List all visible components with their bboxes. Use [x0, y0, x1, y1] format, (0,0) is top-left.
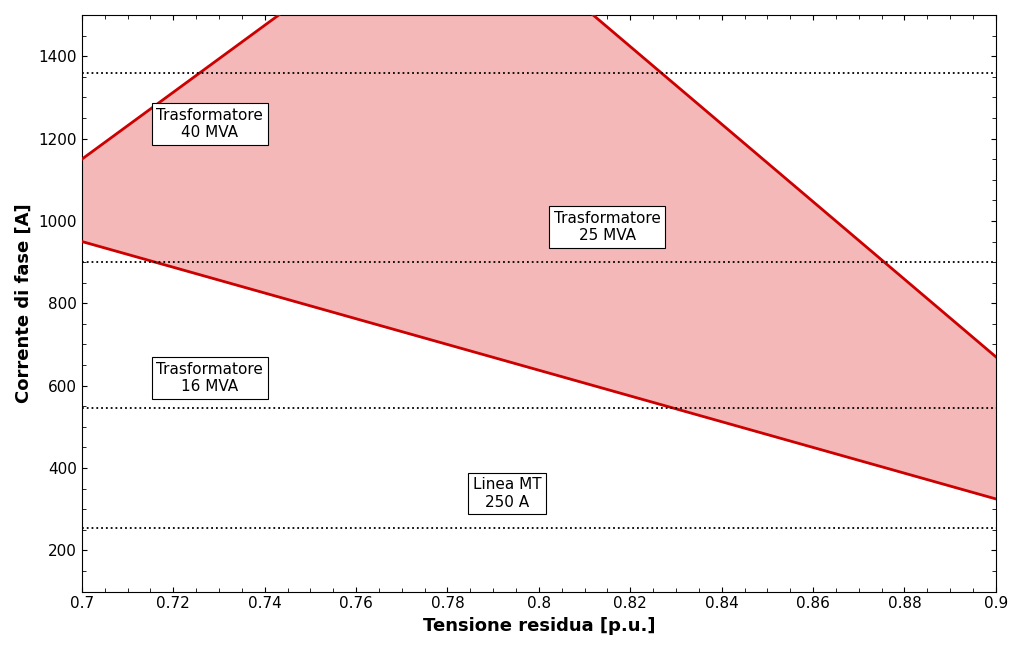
Text: Linea MT
250 A: Linea MT 250 A: [473, 477, 541, 510]
Text: Trasformatore
40 MVA: Trasformatore 40 MVA: [157, 108, 263, 140]
X-axis label: Tensione residua [p.u.]: Tensione residua [p.u.]: [422, 617, 655, 635]
Text: Trasformatore
25 MVA: Trasformatore 25 MVA: [554, 211, 661, 243]
Text: Trasformatore
16 MVA: Trasformatore 16 MVA: [157, 362, 263, 395]
Y-axis label: Corrente di fase [A]: Corrente di fase [A]: [15, 203, 33, 403]
